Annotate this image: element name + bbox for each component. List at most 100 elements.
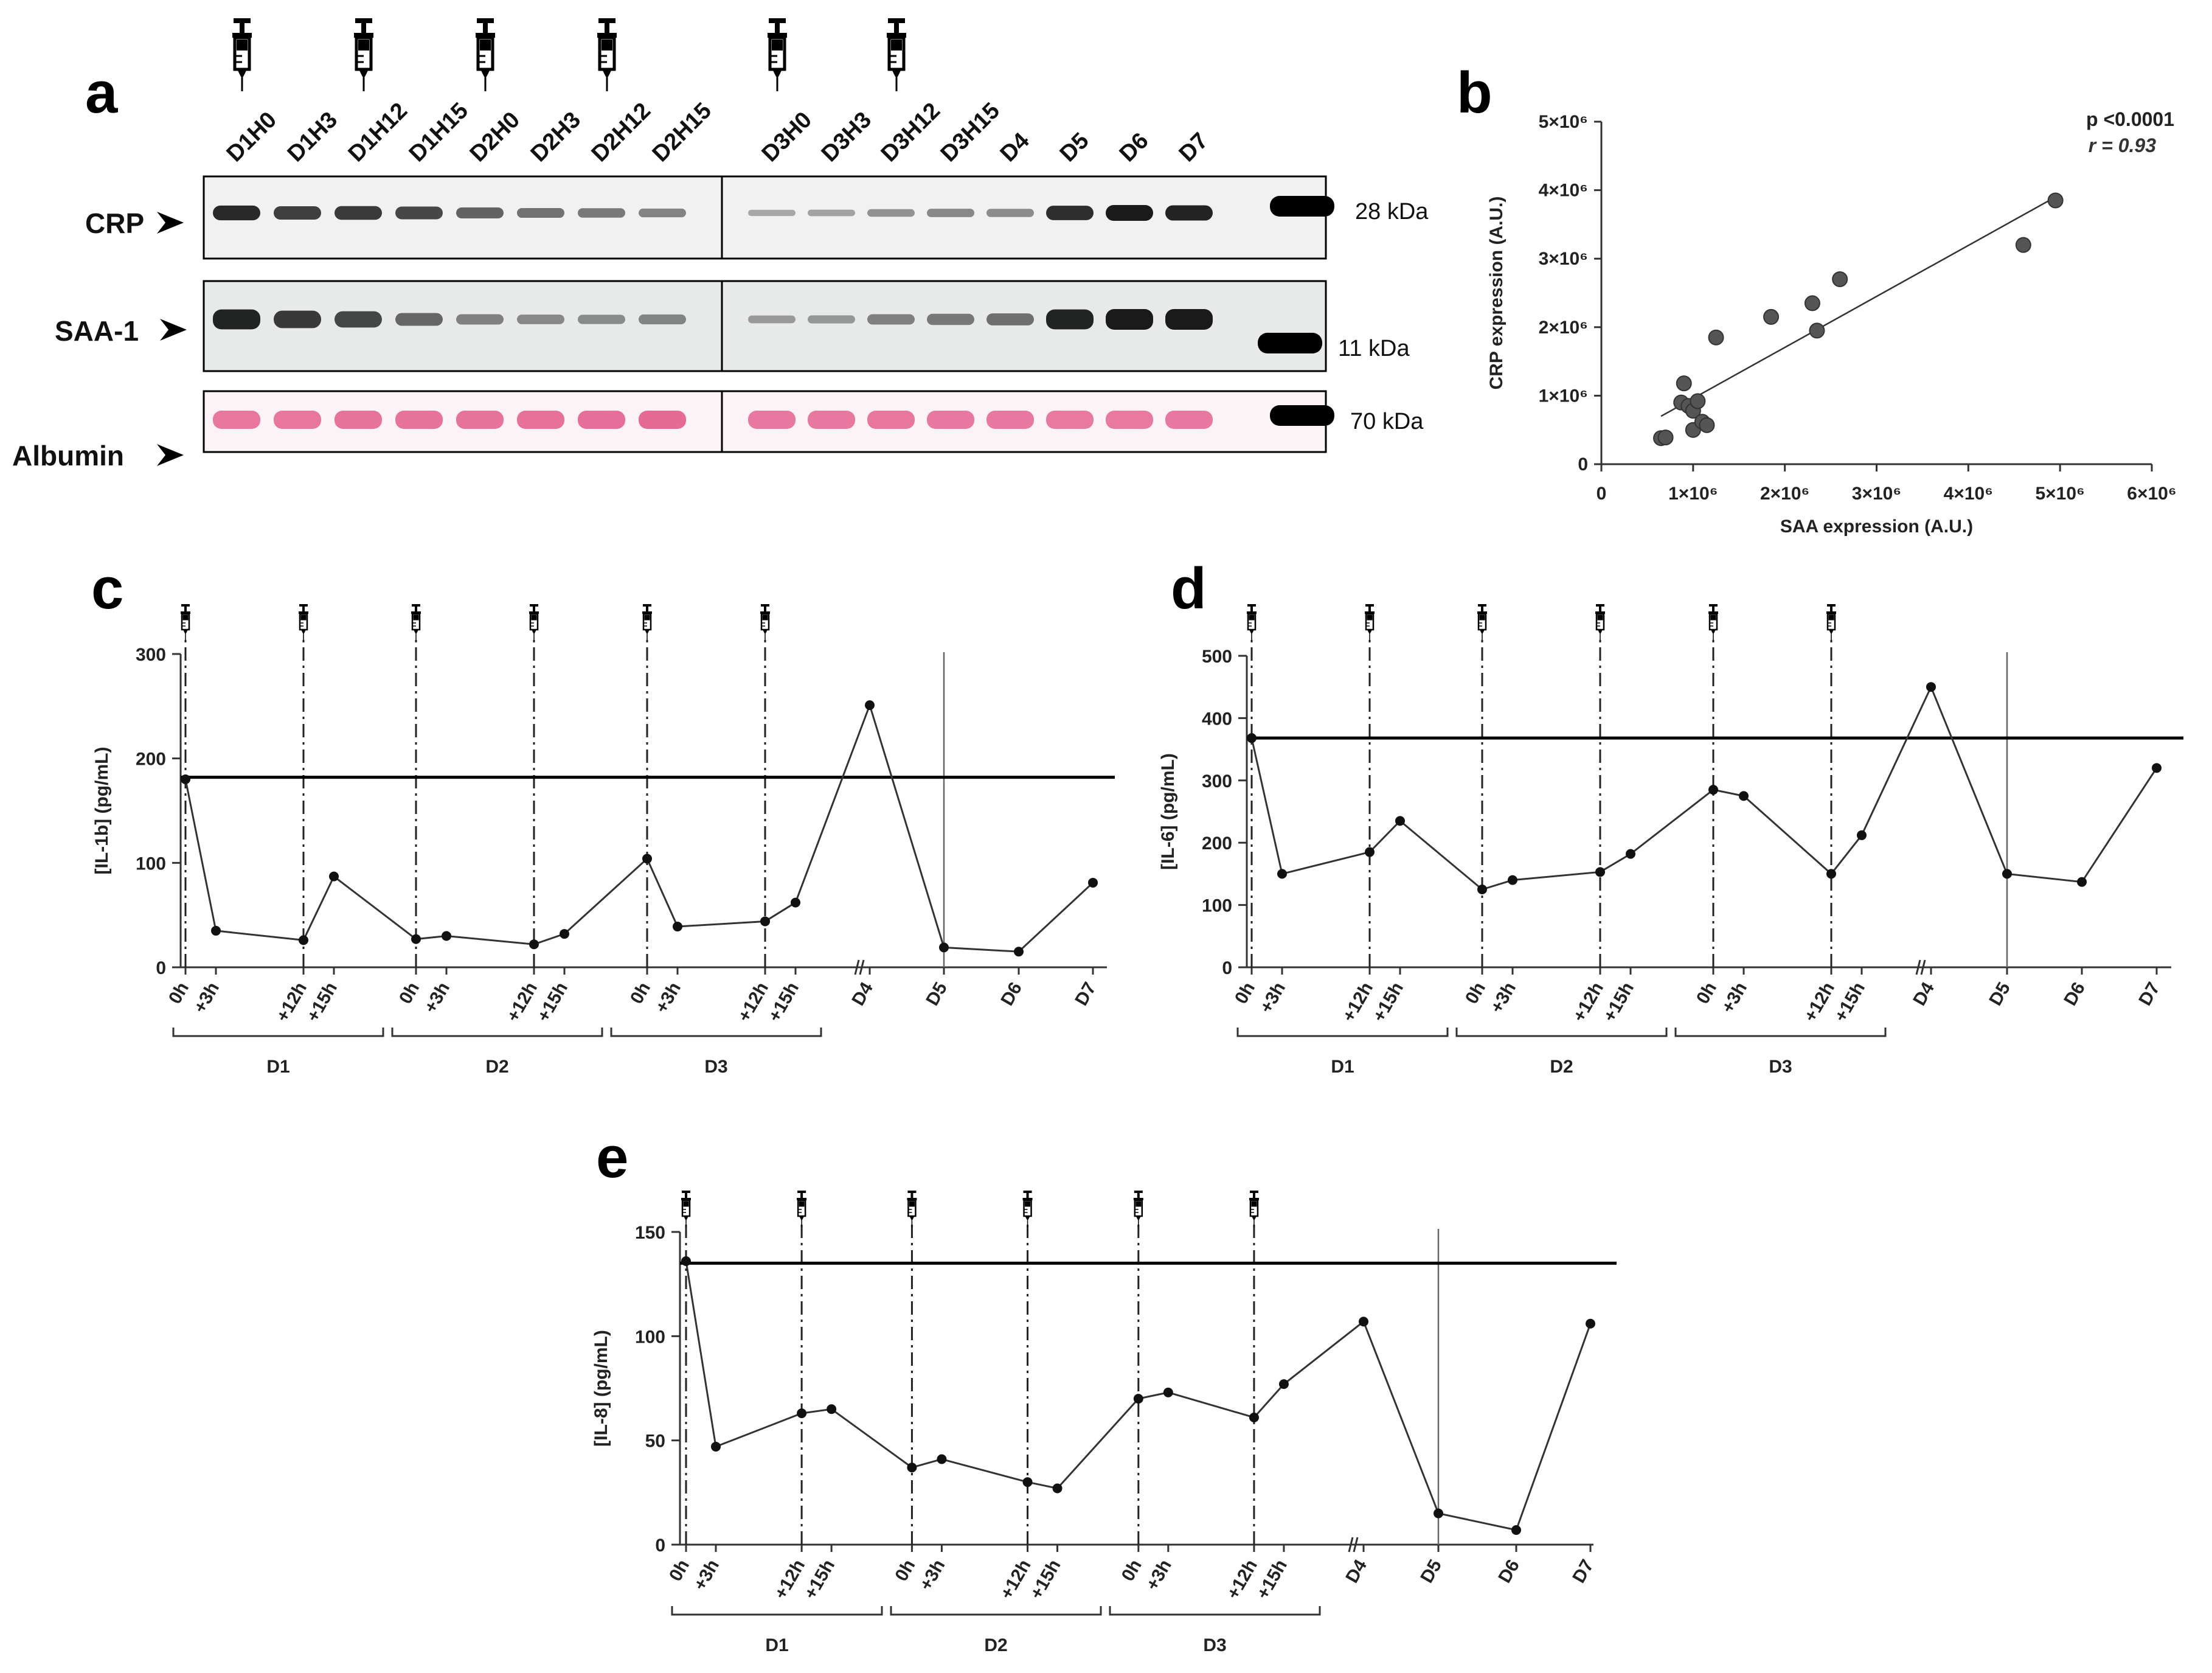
y-tick-label: 400: [1202, 709, 1232, 729]
data-point: [791, 897, 800, 908]
band: [456, 207, 504, 218]
y-tick-label: 100: [1202, 896, 1232, 916]
band: [274, 206, 321, 220]
data-point: [329, 871, 339, 882]
band: [639, 208, 686, 218]
lane-label: D1H0: [222, 107, 282, 167]
lane-label: D6: [1115, 128, 1154, 167]
panel-d-letter: d: [1171, 556, 1207, 621]
x-tick-label: +15h: [764, 979, 803, 1025]
syringe-icon: [354, 18, 373, 91]
day-bracket: [1674, 1028, 1887, 1037]
y-axis-title: CRP expression (A.U.): [1486, 197, 1506, 390]
data-point: [1857, 830, 1867, 840]
y-tick-label: 0: [1578, 454, 1588, 475]
band: [1046, 411, 1094, 429]
syringe-icon: [476, 18, 495, 91]
arrowhead-albumin: [157, 444, 184, 466]
y-tick-label: 4×10⁶: [1539, 181, 1588, 201]
axis-break: [859, 959, 865, 975]
band: [1106, 309, 1153, 330]
mw-crp: 28 kDa: [1355, 199, 1429, 224]
data-point: [1477, 885, 1487, 894]
data-point: [1365, 847, 1375, 857]
r-value-annotation: r = 0.93: [2089, 134, 2156, 156]
x-tick-label: +3h: [651, 979, 685, 1017]
syringe-icon: [1476, 604, 1488, 641]
x-tick-label: +3h: [190, 979, 223, 1017]
data-point: [865, 700, 875, 711]
data-point: [2077, 877, 2087, 887]
syringe-icon: [1594, 604, 1606, 641]
x-tick-label: D4: [1342, 1556, 1371, 1587]
x-tick-label: +3h: [1718, 979, 1751, 1017]
data-point: [1249, 1412, 1259, 1422]
band: [213, 309, 260, 330]
y-tick-label: 50: [645, 1431, 665, 1452]
axis-break: [1920, 959, 1926, 975]
x-tick-label: +15h: [800, 1556, 839, 1602]
band: [639, 314, 686, 325]
y-tick-label: 0: [655, 1536, 665, 1556]
band: [1106, 205, 1153, 221]
x-tick-label: 2×10⁶: [1760, 484, 1809, 504]
x-tick-label: 0: [1597, 484, 1607, 504]
x-tick-label: +15h: [1369, 979, 1407, 1025]
y-tick-label: 2×10⁶: [1539, 318, 1588, 338]
x-tick-label: 4×10⁶: [1944, 484, 1993, 504]
data-point: [681, 1256, 691, 1266]
day-group-label: D2: [1550, 1057, 1573, 1077]
x-tick-label: 1×10⁶: [1668, 484, 1718, 504]
band: [335, 311, 382, 328]
x-tick-label: 0h: [626, 979, 654, 1007]
band: [213, 205, 260, 221]
data-line: [184, 702, 1094, 953]
mw-albumin: 70 kDa: [1350, 409, 1424, 434]
regression-line: [1660, 196, 2056, 417]
x-tick-label: +3h: [420, 979, 454, 1017]
scatter-point: [2015, 237, 2031, 253]
data-point: [1277, 869, 1287, 879]
band: [456, 411, 504, 429]
data-point: [2152, 763, 2162, 773]
data-point: [2002, 869, 2012, 879]
data-point: [181, 774, 190, 784]
data-point: [907, 1463, 917, 1473]
data-point: [1088, 877, 1098, 888]
syringe-icon: [759, 604, 771, 641]
band: [1165, 309, 1213, 330]
x-tick-label: +3h: [1486, 979, 1520, 1017]
data-point: [711, 1441, 721, 1452]
x-tick-label: 0h: [165, 979, 193, 1007]
y-axis-title: [IL-1b] (pg/mL): [92, 747, 112, 875]
band: [867, 314, 915, 325]
lane-label: D1H15: [404, 98, 473, 167]
lane-label: D1H3: [283, 107, 342, 167]
scatter-point: [1804, 295, 1820, 311]
band: [395, 206, 443, 220]
arrowhead-crp: [157, 212, 184, 234]
data-point: [1826, 869, 1836, 879]
band: [335, 206, 382, 220]
panel-e-letter: e: [596, 1125, 628, 1190]
crp-bands: [213, 205, 1213, 221]
band: [808, 411, 855, 429]
ladder-28kda: [1270, 196, 1334, 217]
lane-label: D3H0: [757, 107, 817, 167]
band: [748, 209, 796, 217]
lane-label: D3H3: [817, 107, 876, 167]
row-label-crp: CRP: [85, 207, 144, 239]
data-point: [1133, 1394, 1143, 1404]
x-tick-label: +12h: [734, 979, 772, 1025]
band: [517, 315, 564, 324]
band: [927, 411, 974, 429]
syringe-icon: [1248, 1191, 1260, 1227]
x-tick-label: D5: [1416, 1556, 1446, 1587]
day-bracket: [1236, 1028, 1449, 1037]
syringe-icon: [796, 1191, 808, 1227]
data-line: [685, 1261, 1592, 1531]
band: [517, 207, 564, 218]
